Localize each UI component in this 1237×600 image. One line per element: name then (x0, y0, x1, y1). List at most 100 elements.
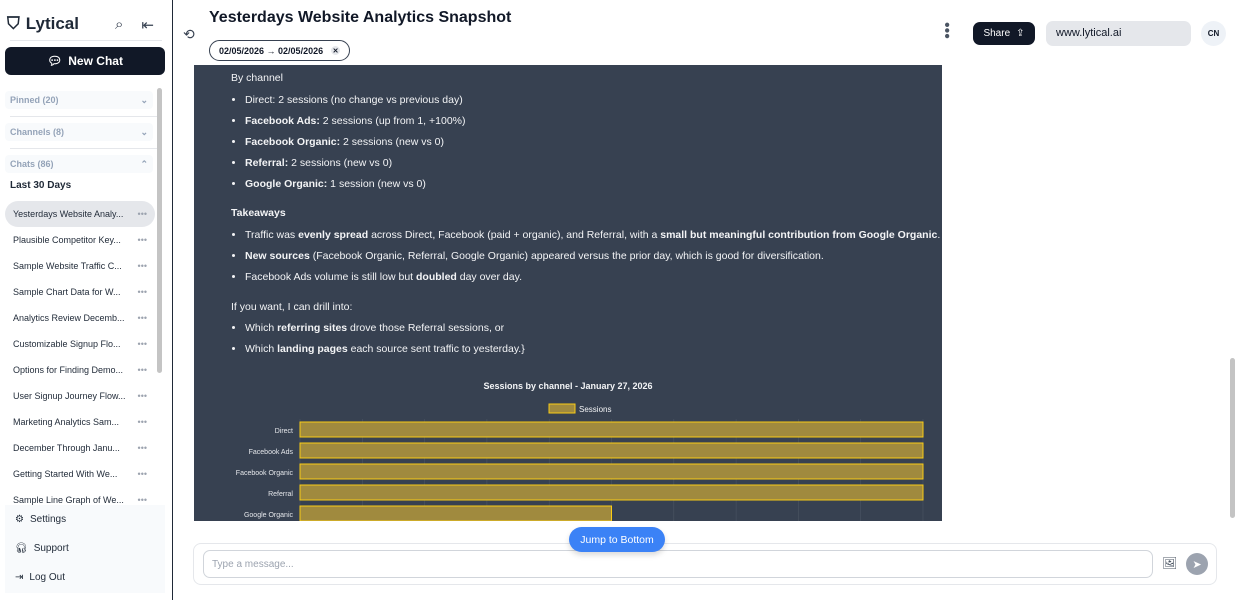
list-item: Facebook Ads: 2 sessions (up from 1, +10… (245, 115, 466, 136)
more-icon[interactable]: ••• (137, 287, 147, 297)
message-input[interactable] (203, 550, 1153, 578)
text: (Facebook Organic, Referral, Google Orga… (309, 250, 824, 262)
legend-label: Sessions (579, 405, 611, 414)
text: Which (245, 322, 278, 334)
list-item: Traffic was evenly spread across Direct,… (245, 229, 940, 250)
text: Facebook Ads volume is still low but (245, 271, 416, 283)
bold-text: small but meaningful contribution from G… (660, 229, 938, 241)
drill-list: Which referring sites drove those Referr… (245, 322, 525, 364)
send-button[interactable]: ➤ (1186, 553, 1208, 575)
sidebar-scrollbar[interactable] (157, 88, 162, 373)
chat-title: Options for Finding Demo... (13, 365, 124, 375)
legend-swatch (548, 403, 576, 414)
chevron-down-icon: ⌄ (140, 127, 148, 137)
share-button[interactable]: Share ⇪ (973, 22, 1035, 45)
section-pinned[interactable]: Pinned (20) ⌄ (5, 91, 153, 109)
section-chats[interactable]: Chats (86) ⌃ (5, 155, 153, 173)
search-icon[interactable]: ⌕ (115, 16, 124, 33)
category-label: Referral (268, 491, 293, 498)
chat-bubble-icon: 💬︎ (47, 54, 63, 68)
list-item: Google Organic: 1 session (new vs 0) (245, 178, 466, 199)
chat-title: Sample Website Traffic C... (13, 261, 122, 271)
bold-text: Facebook Ads: (245, 115, 320, 127)
image-upload-icon[interactable]: 🖼︎ (1162, 556, 1178, 570)
more-icon[interactable]: ••• (137, 235, 147, 245)
brand-name: Lytical (25, 14, 79, 33)
jump-to-bottom-button[interactable]: Jump to Bottom (569, 527, 665, 552)
category-label: Google Organic (244, 512, 294, 519)
list-item: Facebook Organic: 2 sessions (new vs 0) (245, 136, 466, 157)
list-item: Which landing pages each source sent tra… (245, 343, 525, 364)
text: 2 sessions (new vs 0) (340, 136, 444, 148)
chart-title: Sessions by channel - January 27, 2026 (483, 381, 652, 391)
list-item: Referral: 2 sessions (new vs 0) (245, 157, 466, 178)
chat-list-item[interactable]: Analytics Review Decemb... ••• (5, 305, 155, 331)
chat-title: Getting Started With We... (13, 469, 118, 479)
composer: 🖼︎ ➤ (193, 543, 1217, 585)
chat-title: Sample Line Graph of We... (13, 495, 124, 505)
date-range-chip[interactable]: 02/05/2026 → 02/05/2026 ✕ (209, 40, 351, 61)
text: each source sent traffic to yesterday.} (347, 343, 525, 355)
more-icon[interactable]: ••• (137, 209, 147, 219)
collapse-sidebar-icon[interactable]: ⇤ (141, 17, 154, 34)
group-label: Last 30 Days (10, 180, 72, 191)
chat-list-item[interactable]: User Signup Journey Flow... ••• (5, 383, 155, 409)
chat-title: Yesterdays Website Analy... (13, 209, 124, 219)
takeaways-heading: Takeaways (231, 207, 286, 219)
chat-title: December Through Janu... (13, 443, 120, 453)
chat-list-item[interactable]: Customizable Signup Flo... ••• (5, 331, 155, 357)
support-link[interactable]: 🎧︎ Support (5, 534, 165, 563)
text: across Direct, Facebook (paid + organic)… (368, 229, 661, 241)
lytical-logo-icon: ⛉ (7, 14, 20, 33)
avatar[interactable]: CN (1201, 21, 1226, 46)
bold-text: doubled (416, 271, 457, 283)
chat-history-icon[interactable]: ⟲ (183, 26, 195, 42)
more-icon[interactable]: ••• (137, 417, 147, 427)
settings-link[interactable]: ⚙ Settings (5, 505, 165, 534)
chat-list: Yesterdays Website Analy... ••• Plausible … (5, 201, 155, 506)
bold-text: Facebook Organic: (245, 136, 341, 148)
category-label: Facebook Ads (249, 449, 294, 456)
new-chat-button[interactable]: 💬︎ New Chat (5, 47, 165, 75)
section-channels[interactable]: Channels (8) ⌄ (5, 123, 153, 141)
category-label: Facebook Organic (236, 470, 294, 477)
channel-list: Direct: 2 sessions (no change vs previou… (245, 94, 466, 199)
bold-text: landing pages (277, 343, 348, 355)
more-icon[interactable]: ••• (137, 443, 147, 453)
chat-list-item[interactable]: Sample Chart Data for W... ••• (5, 279, 155, 305)
brand-logo[interactable]: ⛉ Lytical (7, 14, 79, 34)
text: 2 sessions (up from 1, +100%) (319, 115, 466, 127)
more-icon[interactable]: ••• (137, 261, 147, 271)
chat-list-item[interactable]: Sample Line Graph of We... ••• (5, 487, 155, 506)
gear-icon: ⚙ (15, 514, 24, 525)
bar-direct (299, 421, 924, 438)
support-label: Support (33, 543, 69, 554)
chat-list-item[interactable]: Options for Finding Demo... ••• (5, 357, 155, 383)
chat-list-item[interactable]: Yesterdays Website Analy... ••• (5, 201, 155, 227)
chat-title: Sample Chart Data for W... (13, 287, 121, 297)
chat-list-item[interactable]: Getting Started With We... ••• (5, 461, 155, 487)
logout-link[interactable]: ⇥ Log Out (5, 563, 165, 592)
chat-list-item[interactable]: Marketing Analytics Sam... ••• (5, 409, 155, 435)
more-icon[interactable]: ••• (137, 365, 147, 375)
settings-label: Settings (29, 514, 67, 525)
chat-list-item[interactable]: Plausible Competitor Key... ••• (5, 227, 155, 253)
chat-list-item[interactable]: December Through Janu... ••• (5, 435, 155, 461)
website-url-field[interactable]: www.lytical.ai (1046, 21, 1191, 46)
sidebar: ⛉ Lytical ⌕ ⇤ 💬︎ New Chat Pinned (20) ⌄ Chan… (0, 0, 173, 600)
more-icon[interactable]: ••• (137, 495, 147, 505)
more-icon[interactable]: ••• (137, 469, 147, 479)
chevron-down-icon: ⌄ (140, 95, 148, 105)
more-options-icon[interactable]: ••• (938, 22, 955, 39)
close-icon[interactable]: ✕ (331, 46, 341, 55)
text: 2 sessions (new vs 0) (288, 157, 393, 169)
chat-list-item[interactable]: Sample Website Traffic C... ••• (5, 253, 155, 279)
more-icon[interactable]: ••• (137, 339, 147, 349)
more-icon[interactable]: ••• (137, 391, 147, 401)
new-chat-label: New Chat (68, 54, 123, 68)
text: day over day. (456, 271, 523, 283)
list-item: Direct: 2 sessions (no change vs previou… (245, 94, 466, 115)
main-scrollbar[interactable] (1230, 358, 1235, 518)
section-label: Channels (8) (10, 127, 65, 137)
more-icon[interactable]: ••• (137, 313, 147, 323)
